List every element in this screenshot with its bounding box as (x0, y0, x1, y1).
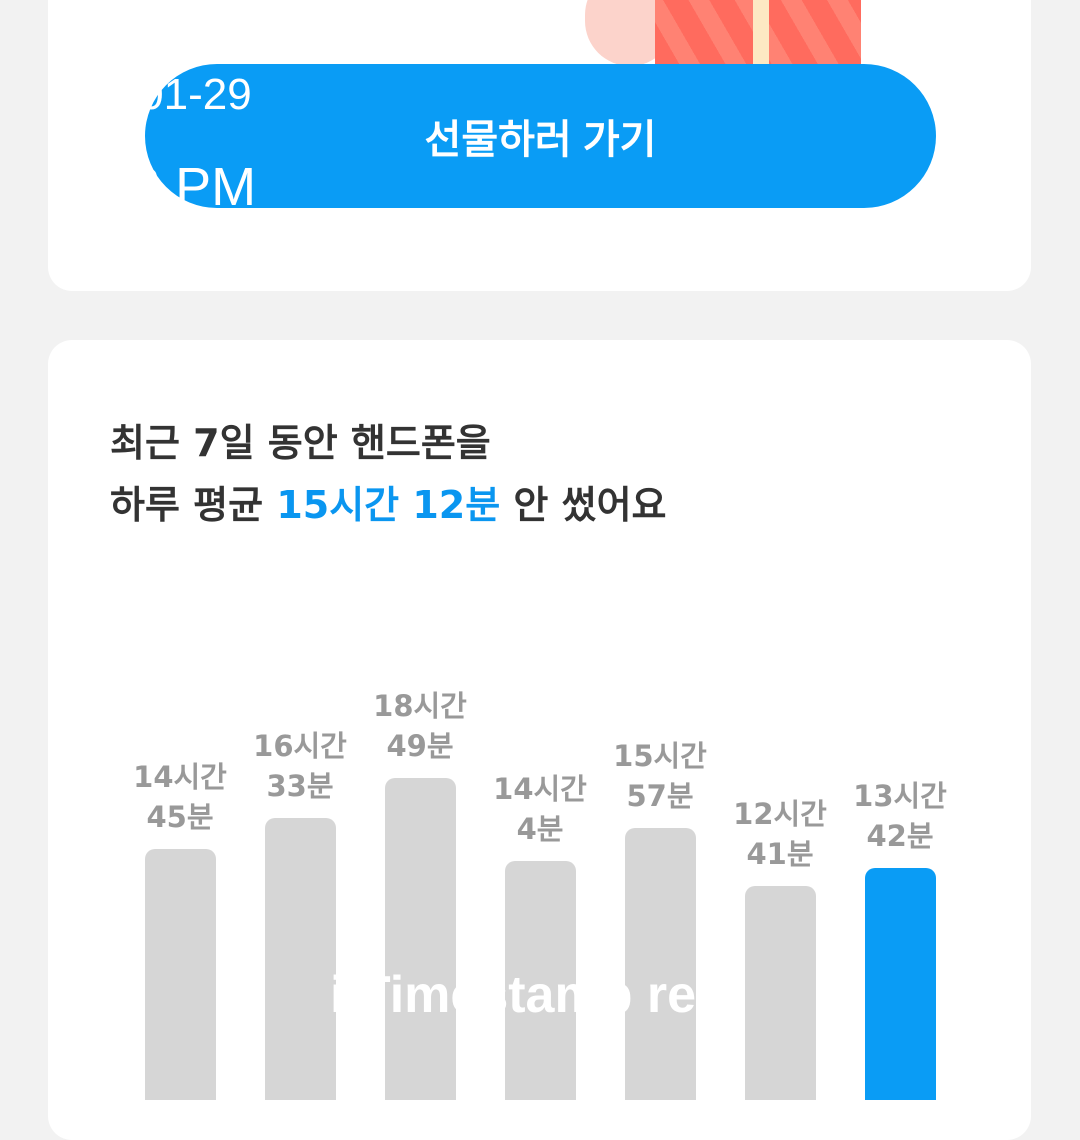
timestamp-overlay: 6-01-29 38 PM (145, 64, 445, 210)
bar-label: 14시간 4분 (475, 769, 605, 849)
bar-label-line: 57분 (626, 779, 694, 814)
bar-label-line: 41분 (746, 836, 814, 871)
bar-label: 16시간 33분 (235, 726, 365, 806)
bar-label: 12시간 41분 (715, 794, 845, 874)
bar-day-4 (505, 861, 576, 1100)
bar-label-line: 15시간 (613, 739, 707, 774)
timestamp-date: 6-01-29 (145, 70, 252, 119)
bar-label-line: 13시간 (853, 778, 947, 813)
bar-day-7 (865, 867, 936, 1100)
bar-label: 13시간 42분 (835, 776, 965, 856)
bar-label-line: 14시간 (493, 772, 587, 807)
bar-label: 18시간 49분 (355, 686, 485, 766)
usage-title-suffix: 안 썼어요 (500, 483, 667, 527)
gift-illustration (585, 0, 861, 66)
watermark: i Timestamp rec (330, 966, 726, 1024)
bar-label-line: 42분 (866, 818, 934, 853)
bar-label: 14시간 45분 (115, 757, 245, 837)
bar-label-line: 4분 (516, 812, 564, 847)
gift-ribbon (753, 0, 769, 66)
bar-label-line: 33분 (266, 768, 334, 803)
go-gift-button[interactable]: 선물하러 가기 (145, 64, 936, 208)
bar-label-line: 12시간 (733, 796, 827, 831)
bar-day-3 (385, 777, 456, 1100)
usage-title-line1: 최근 7일 동안 핸드폰을 (110, 421, 491, 465)
usage-title-line2: 하루 평균 15시간 12분 안 썼어요 (110, 474, 667, 536)
bar-label: 15시간 57분 (595, 736, 725, 816)
usage-title: 최근 7일 동안 핸드폰을 하루 평균 15시간 12분 안 썼어요 (110, 412, 667, 536)
bar-label-line: 49분 (386, 728, 454, 763)
usage-title-prefix: 하루 평균 (110, 483, 277, 527)
bar-label-line: 16시간 (253, 728, 347, 763)
bar-label-line: 18시간 (373, 688, 467, 723)
bar-day-6 (745, 885, 816, 1100)
bar-day-1 (145, 849, 216, 1100)
bar-label-line: 14시간 (133, 760, 227, 795)
bar-label-line: 45분 (146, 800, 214, 835)
usage-average: 15시간 12분 (276, 483, 501, 527)
timestamp-time: 38 PM (145, 157, 257, 210)
bar-day-2 (265, 817, 336, 1100)
bar-day-5 (625, 828, 696, 1100)
